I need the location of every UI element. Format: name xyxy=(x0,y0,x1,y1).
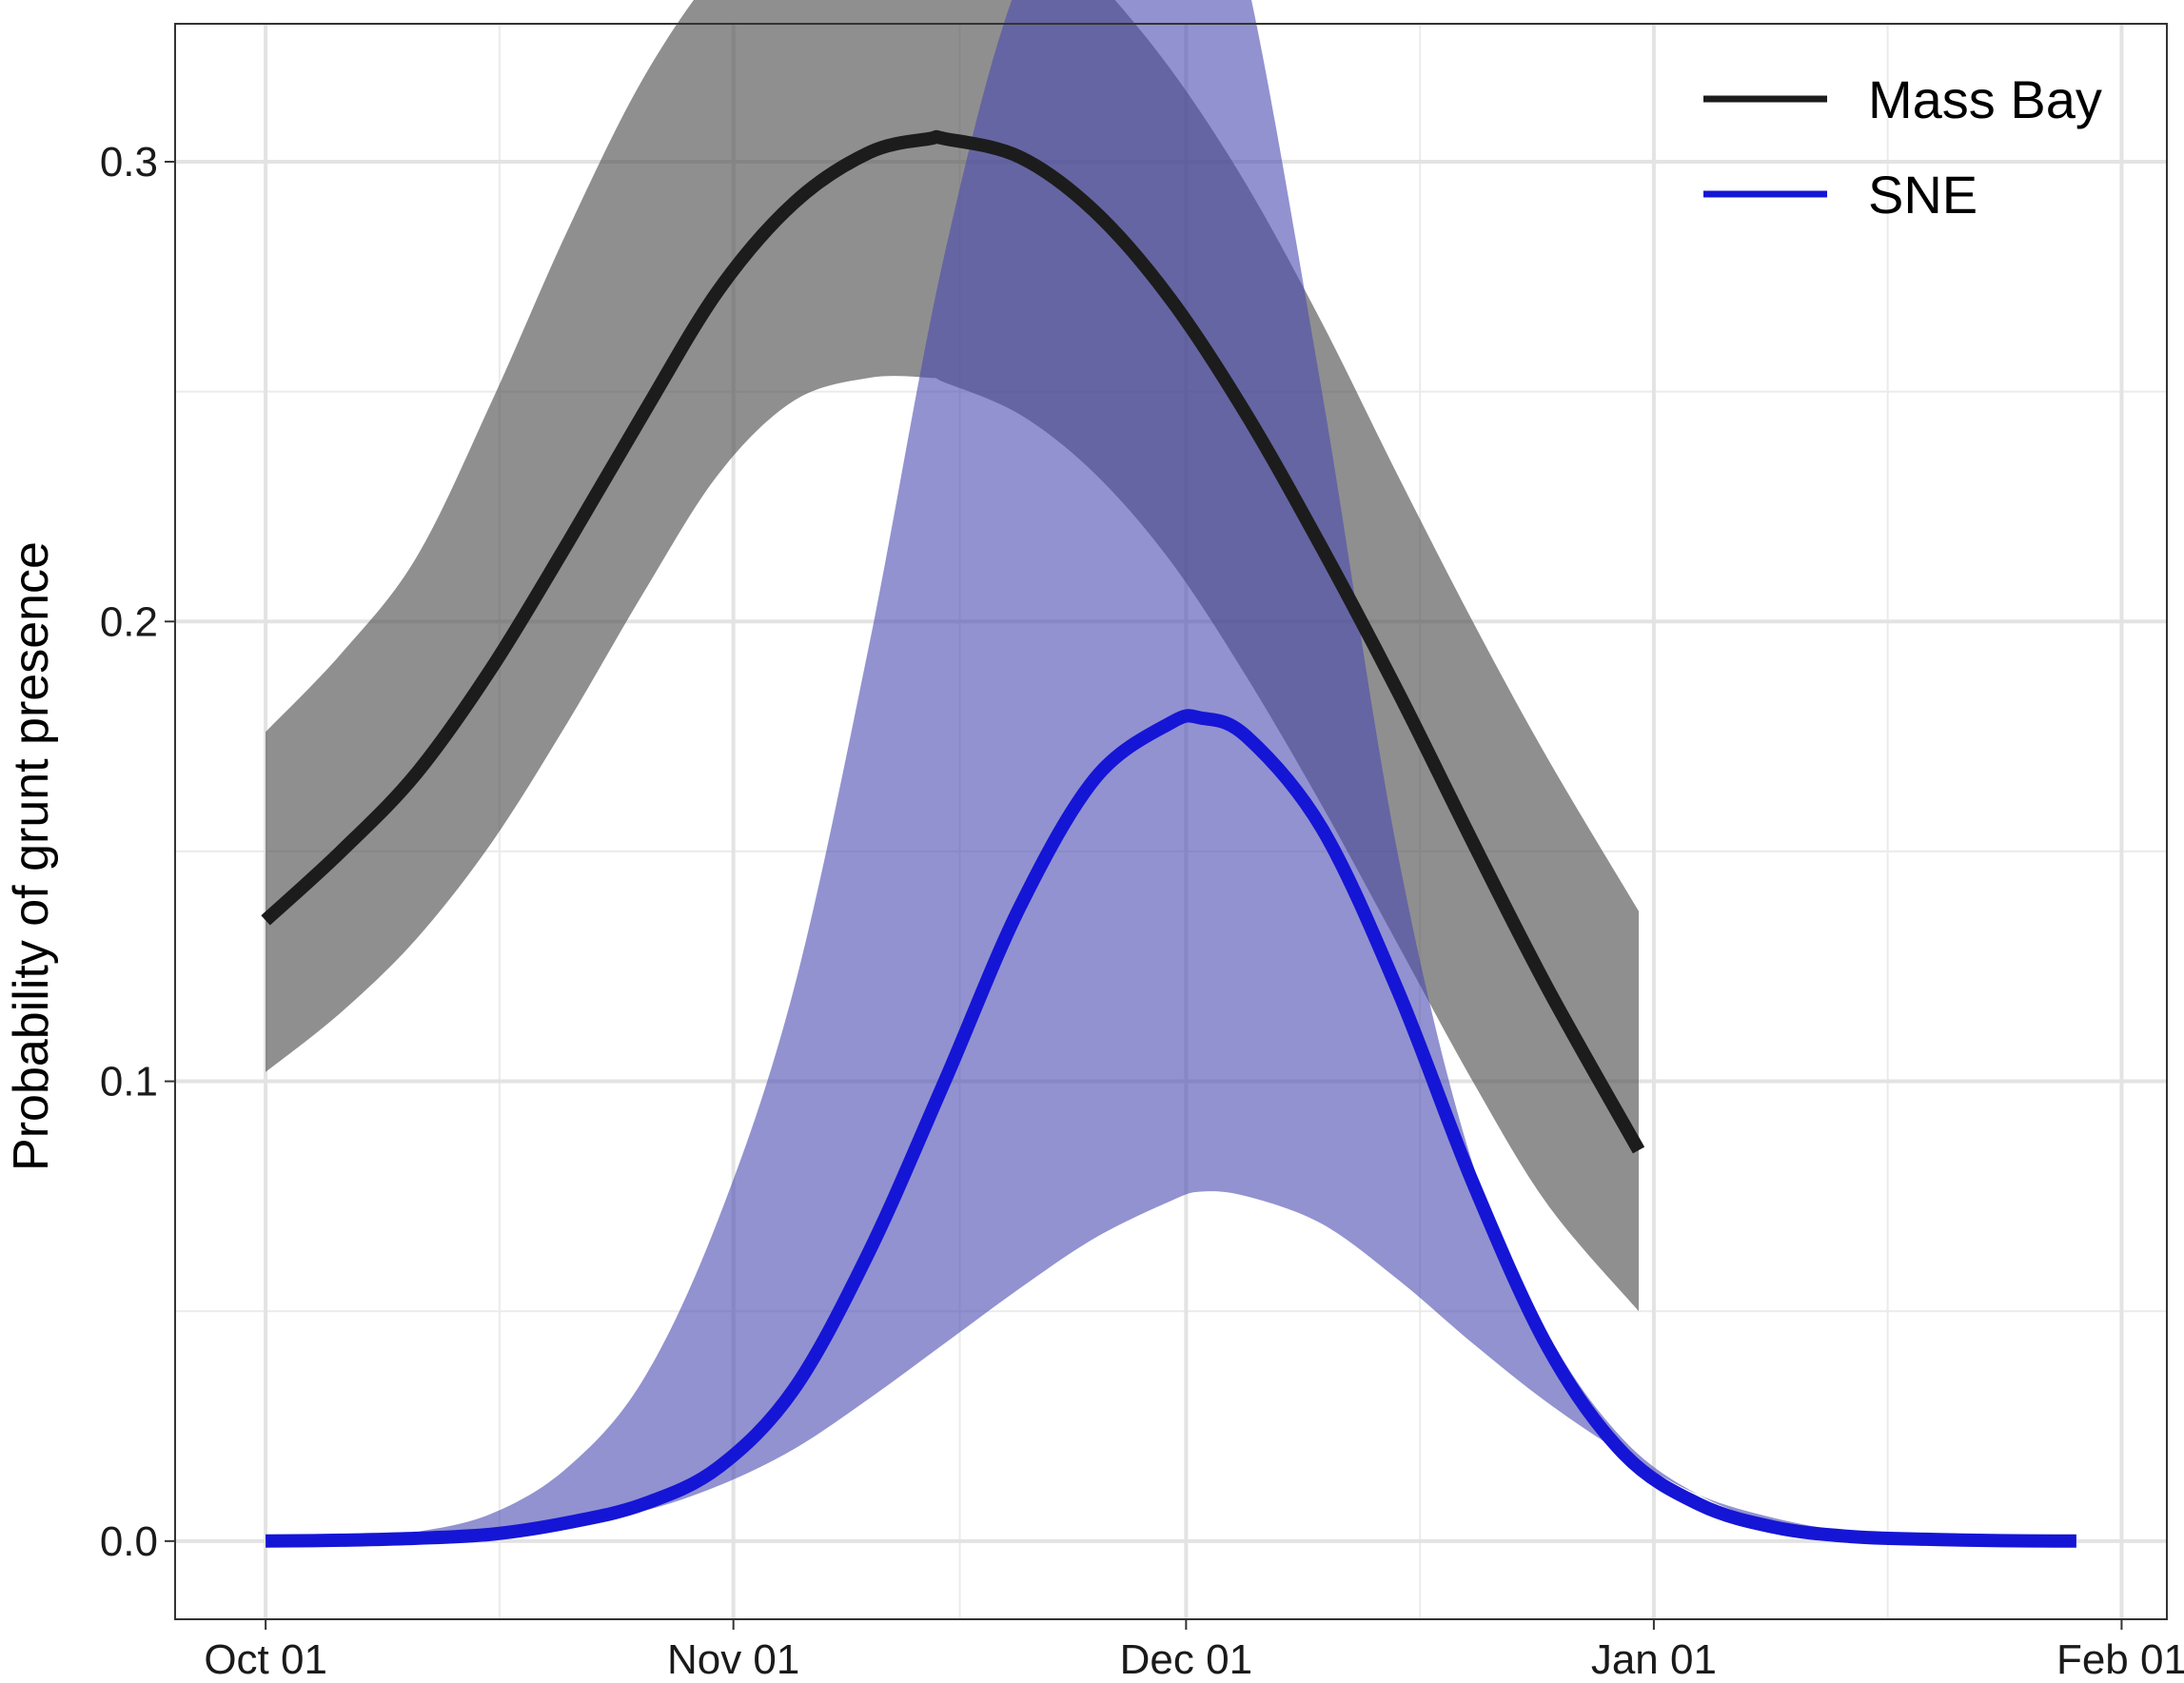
y-axis-tick-labels: 0.0 0.1 0.2 0.3 xyxy=(100,139,158,1565)
legend-label-sne: SNE xyxy=(1868,165,1977,225)
legend-label-mass-bay: Mass Bay xyxy=(1868,69,2102,129)
legend: Mass Bay SNE xyxy=(1703,69,2102,225)
sne-line xyxy=(266,709,2076,1548)
x-tick-label: Nov 01 xyxy=(667,1636,799,1683)
series-lines xyxy=(261,129,2076,1548)
x-axis-tick-labels: Oct 01 Nov 01 Dec 01 Jan 01 Feb 01 xyxy=(204,1636,2184,1683)
mass-bay-line xyxy=(261,129,1645,1154)
y-tick-label: 0.3 xyxy=(100,139,158,186)
y-tick-label: 0.0 xyxy=(100,1518,158,1565)
x-tick-label: Jan 01 xyxy=(1591,1636,1717,1683)
confidence-bands xyxy=(266,0,2076,1541)
y-axis-title: Probability of grunt presence xyxy=(4,541,59,1171)
x-tick-label: Oct 01 xyxy=(204,1636,327,1683)
sne-confidence-band xyxy=(266,0,2076,1541)
axis-ticks xyxy=(165,160,2123,1630)
y-tick-label: 0.1 xyxy=(100,1059,158,1106)
y-tick-label: 0.2 xyxy=(100,598,158,645)
x-tick-label: Dec 01 xyxy=(1120,1636,1252,1683)
x-tick-label: Feb 01 xyxy=(2056,1636,2184,1683)
panel-border xyxy=(174,23,2168,1620)
